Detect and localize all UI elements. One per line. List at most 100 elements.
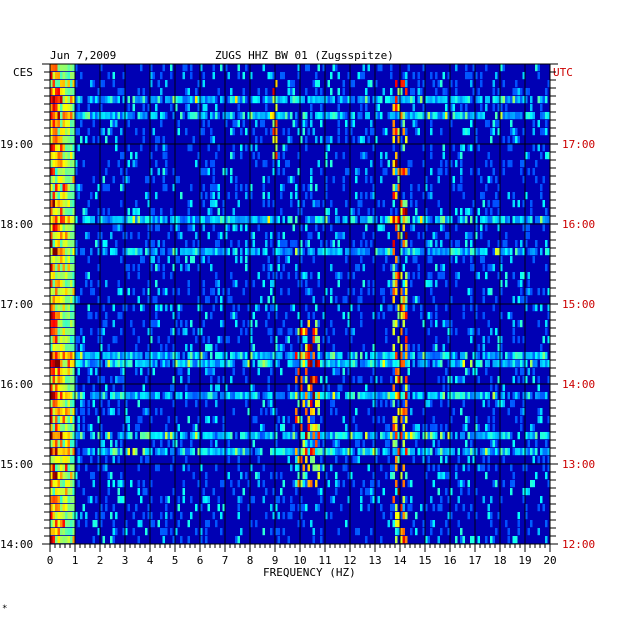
heatmap-cell <box>370 480 373 488</box>
heatmap-cell <box>260 432 263 440</box>
heatmap-cell <box>462 312 465 320</box>
heatmap-cell <box>72 160 75 168</box>
heatmap-cell <box>315 328 318 336</box>
heatmap-cell <box>367 248 370 256</box>
heatmap-cell <box>417 184 420 192</box>
heatmap-cell <box>210 432 213 440</box>
heatmap-cell <box>97 296 100 304</box>
heatmap-cell <box>50 296 53 304</box>
heatmap-cell <box>345 256 348 264</box>
heatmap-cell <box>295 376 298 384</box>
heatmap-cell <box>112 352 115 360</box>
heatmap-cell <box>385 400 388 408</box>
heatmap-cell <box>407 96 410 104</box>
heatmap-cell <box>367 432 370 440</box>
heatmap-cell <box>275 112 278 120</box>
heatmap-cell <box>67 72 70 80</box>
heatmap-cell <box>352 376 355 384</box>
heatmap-cell <box>100 104 103 112</box>
heatmap-cell <box>212 200 215 208</box>
heatmap-cell <box>400 344 403 352</box>
heatmap-cell <box>210 216 213 224</box>
heatmap-cell <box>392 424 395 432</box>
heatmap-cell <box>247 248 250 256</box>
heatmap-cell <box>172 448 175 456</box>
heatmap-cell <box>372 496 375 504</box>
heatmap-cell <box>62 432 65 440</box>
heatmap-cell <box>277 232 280 240</box>
heatmap-cell <box>460 488 463 496</box>
heatmap-cell <box>310 120 313 128</box>
heatmap-cell <box>127 248 130 256</box>
heatmap-cell <box>165 432 168 440</box>
heatmap-cell <box>57 136 60 144</box>
heatmap-cell <box>417 432 420 440</box>
heatmap-cell <box>445 232 448 240</box>
heatmap-cell <box>440 528 443 536</box>
heatmap-cell <box>207 96 210 104</box>
heatmap-cell <box>350 216 353 224</box>
heatmap-cell <box>187 208 190 216</box>
heatmap-cell <box>387 448 390 456</box>
heatmap-cell <box>345 456 348 464</box>
heatmap-cell <box>57 80 60 88</box>
heatmap-cell <box>165 80 168 88</box>
heatmap-cell <box>485 424 488 432</box>
heatmap-cell <box>337 360 340 368</box>
heatmap-cell <box>62 304 65 312</box>
heatmap-cell <box>295 456 298 464</box>
heatmap-cell <box>147 216 150 224</box>
heatmap-cell <box>362 152 365 160</box>
heatmap-cell <box>245 432 248 440</box>
right-tick-label: 17:00 <box>562 138 595 151</box>
heatmap-cell <box>242 120 245 128</box>
heatmap-cell <box>322 112 325 120</box>
heatmap-cell <box>337 392 340 400</box>
heatmap-cell <box>397 336 400 344</box>
heatmap-cell <box>197 296 200 304</box>
heatmap-cell <box>305 360 308 368</box>
heatmap-cell <box>100 128 103 136</box>
heatmap-cell <box>437 272 440 280</box>
heatmap-cell <box>222 320 225 328</box>
heatmap-cell <box>437 248 440 256</box>
heatmap-cell <box>397 224 400 232</box>
heatmap-cell <box>67 80 70 88</box>
heatmap-cell <box>495 464 498 472</box>
heatmap-cell <box>435 216 438 224</box>
heatmap-cell <box>330 96 333 104</box>
heatmap-cell <box>462 424 465 432</box>
heatmap-cell <box>400 144 403 152</box>
heatmap-cell <box>512 96 515 104</box>
heatmap-cell <box>150 224 153 232</box>
heatmap-cell <box>270 216 273 224</box>
heatmap-cell <box>415 432 418 440</box>
heatmap-cell <box>50 288 53 296</box>
heatmap-cell <box>515 216 518 224</box>
heatmap-cell <box>135 368 138 376</box>
heatmap-cell <box>147 512 150 520</box>
heatmap-cell <box>360 152 363 160</box>
heatmap-cell <box>392 112 395 120</box>
heatmap-cell <box>55 232 58 240</box>
heatmap-cell <box>395 152 398 160</box>
heatmap-cell <box>60 160 63 168</box>
heatmap-cell <box>475 248 478 256</box>
heatmap-cell <box>92 400 95 408</box>
heatmap-cell <box>507 528 510 536</box>
heatmap-cell <box>532 448 535 456</box>
heatmap-cell <box>545 520 548 528</box>
heatmap-cell <box>540 152 543 160</box>
heatmap-cell <box>280 448 283 456</box>
heatmap-cell <box>145 240 148 248</box>
heatmap-cell <box>120 448 123 456</box>
heatmap-cell <box>60 232 63 240</box>
heatmap-cell <box>242 432 245 440</box>
heatmap-cell <box>50 528 53 536</box>
heatmap-cell <box>112 120 115 128</box>
heatmap-cell <box>312 216 315 224</box>
heatmap-cell <box>495 448 498 456</box>
heatmap-cell <box>110 120 113 128</box>
heatmap-cell <box>467 416 470 424</box>
heatmap-cell <box>395 488 398 496</box>
